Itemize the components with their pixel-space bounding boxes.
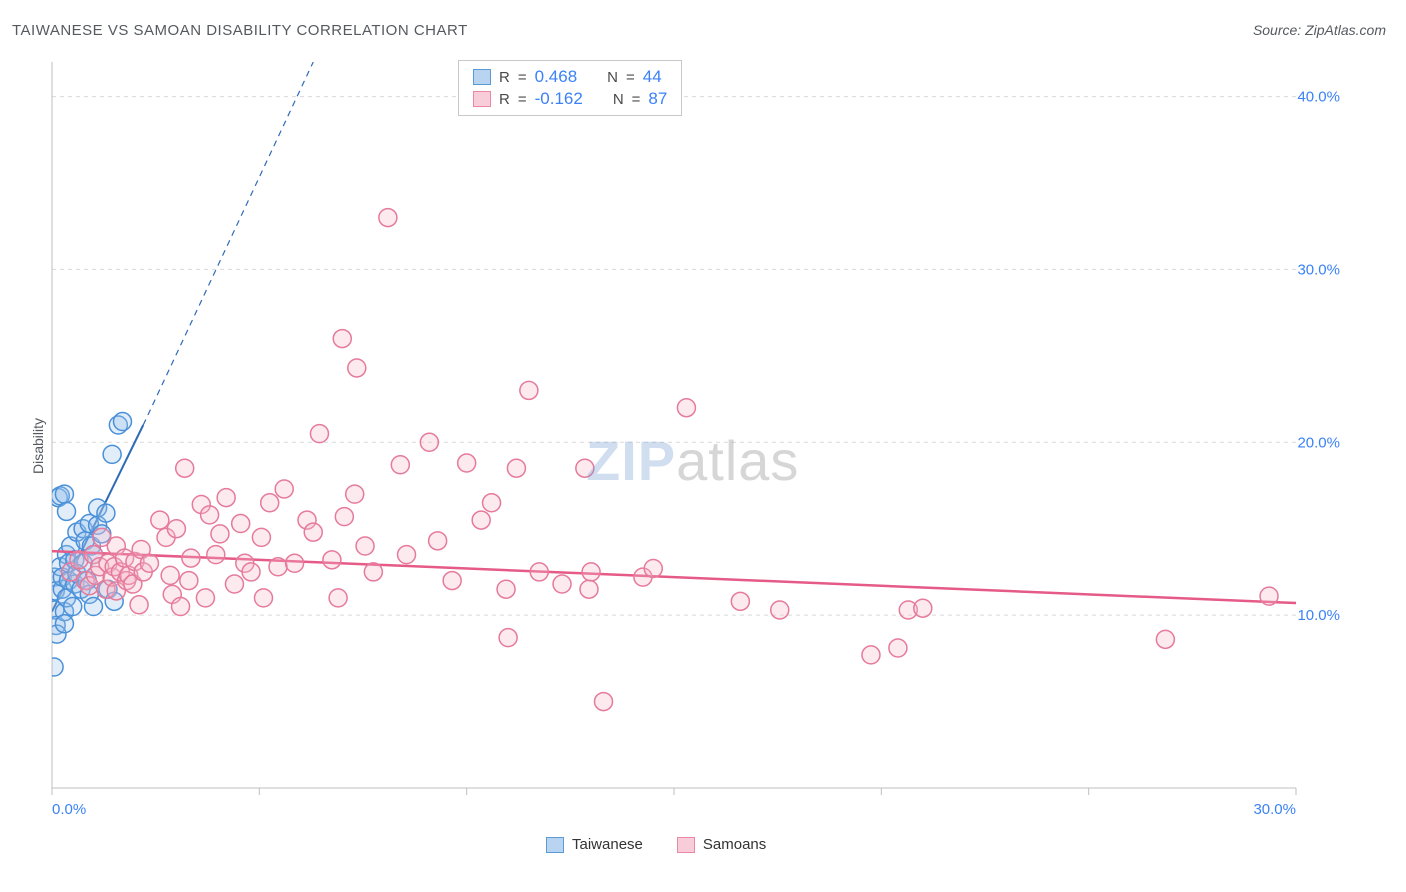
svg-text:20.0%: 20.0% — [1297, 434, 1340, 451]
series-legend: Taiwanese Samoans — [546, 836, 790, 853]
y-axis-label: Disability — [30, 418, 46, 474]
source-label: Source: ZipAtlas.com — [1253, 22, 1386, 38]
legend-swatch — [473, 91, 491, 107]
chart-title: TAIWANESE VS SAMOAN DISABILITY CORRELATI… — [12, 22, 468, 39]
svg-text:0.0%: 0.0% — [52, 801, 86, 818]
svg-text:10.0%: 10.0% — [1297, 607, 1340, 624]
svg-text:30.0%: 30.0% — [1253, 801, 1296, 818]
scatter-plot: 0.0%30.0%10.0%20.0%30.0%40.0% R = 0.468N… — [46, 58, 1346, 818]
r-value: -0.162 — [535, 89, 583, 109]
legend-stat-row: R = 0.468N = 44 — [473, 67, 667, 87]
r-label: R — [499, 91, 510, 108]
r-value: 0.468 — [535, 67, 578, 87]
series-legend-item: Samoans — [677, 836, 766, 853]
svg-text:30.0%: 30.0% — [1297, 261, 1340, 278]
r-label: R — [499, 69, 510, 86]
series-label: Taiwanese — [572, 836, 643, 853]
legend-swatch — [546, 837, 564, 853]
n-label: N — [607, 69, 618, 86]
series-label: Samoans — [703, 836, 766, 853]
n-value: 44 — [643, 67, 662, 87]
legend-stat-row: R = -0.162N = 87 — [473, 89, 667, 109]
n-label: N — [613, 91, 624, 108]
legend-swatch — [677, 837, 695, 853]
n-value: 87 — [648, 89, 667, 109]
svg-text:40.0%: 40.0% — [1297, 89, 1340, 106]
correlation-legend: R = 0.468N = 44R = -0.162N = 87 — [458, 60, 682, 116]
series-legend-item: Taiwanese — [546, 836, 643, 853]
plot-svg: 0.0% 30.0% 10.0% 20.0% 30.0% 40.0% — [46, 58, 1346, 818]
legend-swatch — [473, 69, 491, 85]
